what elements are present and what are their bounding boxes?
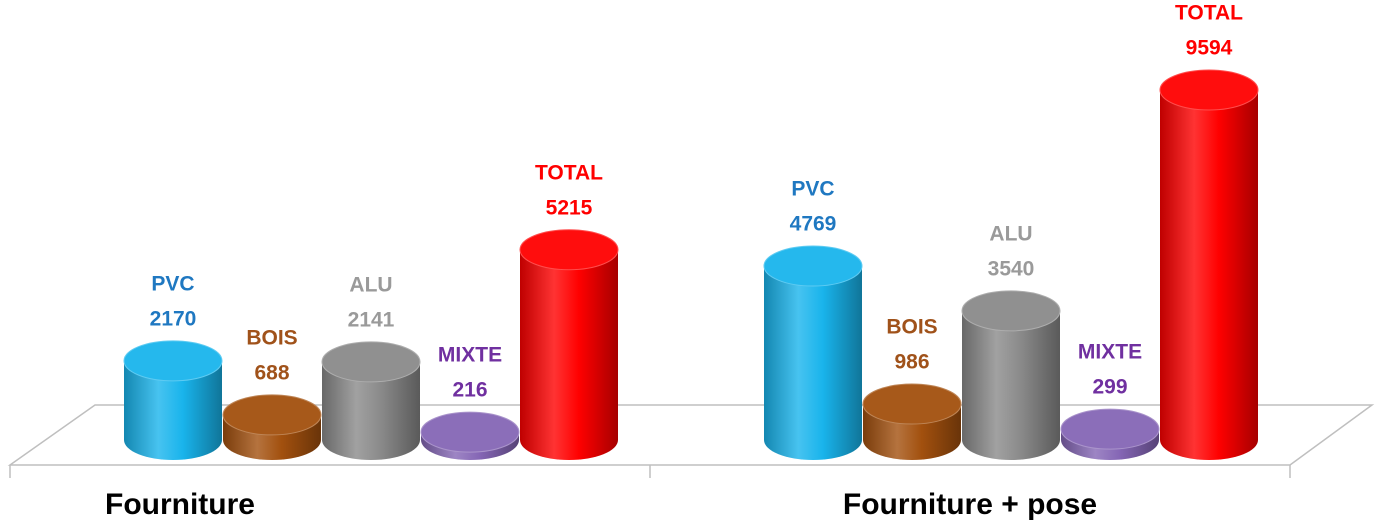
data-label-value: 688 — [254, 361, 289, 384]
cylinder-top — [222, 394, 322, 436]
data-label-name: MIXTE — [1078, 341, 1142, 364]
cylinder-top — [321, 341, 421, 383]
data-label-value: 986 — [894, 351, 929, 374]
data-label-value: 9594 — [1186, 37, 1233, 60]
data-label-value: 299 — [1092, 376, 1127, 399]
data-label-name: BOIS — [246, 326, 297, 349]
bar — [520, 249, 618, 460]
bar — [764, 266, 862, 460]
cylinder-top — [420, 411, 520, 453]
data-label-name: TOTAL — [535, 161, 603, 184]
cylinder — [222, 394, 322, 460]
category-label: Fourniture — [105, 488, 255, 521]
data-label-name: MIXTE — [438, 344, 502, 367]
cylinder-top — [519, 229, 619, 271]
data-label-value: 216 — [452, 379, 487, 402]
cylinder-top — [1060, 408, 1160, 450]
bar — [962, 310, 1060, 460]
bar — [1160, 90, 1258, 460]
cylinder-top — [123, 340, 223, 382]
data-label-value: 2170 — [150, 307, 197, 330]
cylinder — [763, 245, 863, 460]
cylinder — [1159, 69, 1259, 460]
cylinder — [862, 383, 962, 460]
cylinder — [123, 340, 223, 460]
cylinder — [519, 229, 619, 460]
data-label-name: PVC — [151, 272, 194, 295]
cylinder-top — [961, 290, 1061, 332]
data-label-value: 2141 — [348, 308, 395, 331]
data-label-value: 4769 — [790, 213, 837, 236]
cylinder-top — [763, 245, 863, 287]
cylinder-top — [1159, 69, 1259, 111]
data-label-name: TOTAL — [1175, 2, 1243, 25]
cylinder — [1060, 408, 1160, 460]
data-label-name: ALU — [349, 273, 392, 296]
data-label-name: PVC — [791, 178, 834, 201]
data-label-value: 3540 — [988, 257, 1035, 280]
category-label: Fourniture + pose — [843, 488, 1097, 521]
data-label-name: ALU — [989, 222, 1032, 245]
bar — [322, 361, 420, 460]
cylinder — [321, 341, 421, 460]
cylinder — [961, 290, 1061, 460]
cylinder — [420, 411, 520, 460]
data-label-name: BOIS — [886, 316, 937, 339]
cylinder-top — [862, 383, 962, 425]
bar — [124, 360, 222, 460]
data-label-value: 5215 — [546, 196, 593, 219]
